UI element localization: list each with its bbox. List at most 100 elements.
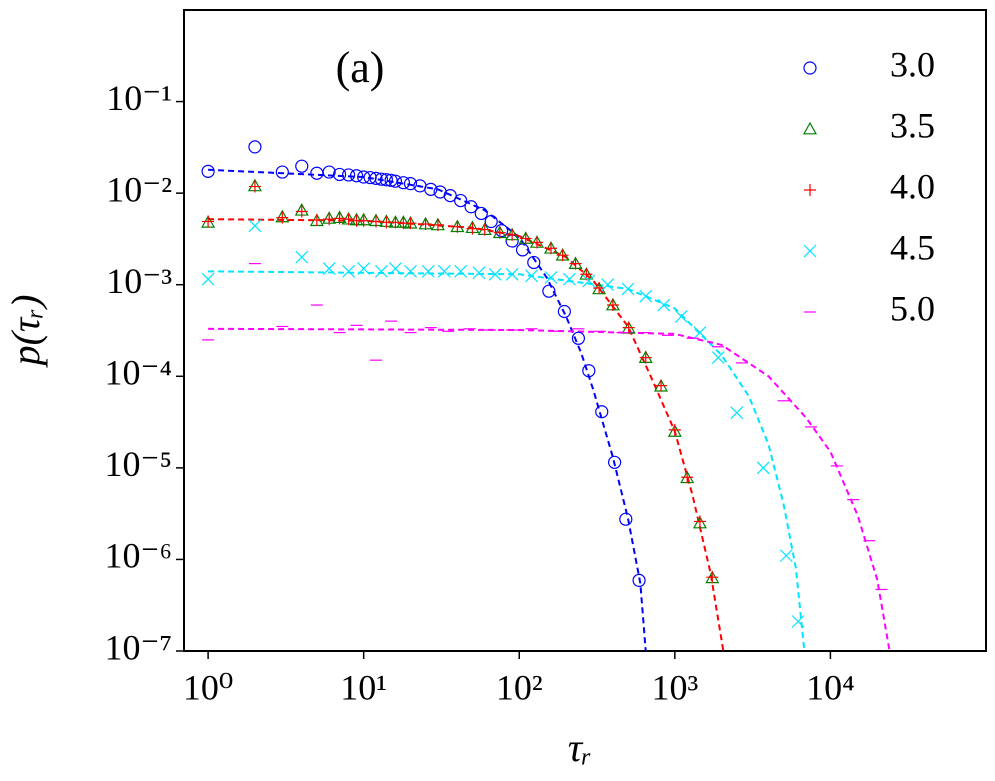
marker — [295, 159, 309, 173]
x-tick-label: 10⁰ — [183, 667, 233, 707]
marker — [756, 461, 770, 475]
marker — [478, 223, 491, 236]
x-tick-label: 10² — [496, 667, 543, 707]
marker — [451, 220, 464, 233]
marker — [515, 243, 530, 257]
marker — [403, 177, 418, 191]
y-tick-label: 10⁻⁶ — [104, 536, 172, 576]
marker — [454, 193, 468, 208]
marker — [779, 549, 793, 563]
fit-line — [208, 218, 725, 651]
marker — [454, 264, 468, 278]
marker — [693, 515, 706, 528]
marker — [557, 304, 571, 319]
marker — [404, 264, 417, 278]
marker — [619, 512, 633, 526]
x-tick-label: 10³ — [651, 667, 698, 707]
y-tick-label: 10⁻⁵ — [104, 444, 172, 484]
marker — [437, 264, 451, 278]
marker — [667, 424, 682, 437]
marker — [374, 264, 388, 278]
marker — [593, 282, 606, 295]
marker — [582, 364, 596, 378]
marker — [607, 455, 622, 469]
marker — [310, 213, 323, 226]
marker — [495, 223, 509, 238]
marker — [674, 310, 688, 323]
marker — [342, 213, 355, 226]
marker — [342, 168, 356, 182]
marker — [657, 298, 671, 312]
marker — [419, 218, 432, 231]
marker — [711, 351, 725, 365]
marker — [357, 214, 370, 227]
y-tick-label: 10⁻⁴ — [104, 353, 172, 393]
x-tick-label: 10⁴ — [806, 667, 855, 707]
marker — [379, 173, 394, 187]
marker — [506, 228, 519, 241]
marker — [295, 205, 308, 218]
marker — [466, 222, 479, 235]
marker — [374, 172, 389, 186]
marker — [562, 272, 576, 286]
y-tick-label: 10⁻³ — [106, 261, 172, 301]
marker — [248, 180, 261, 193]
marker — [424, 182, 438, 196]
legend-label: 4.5 — [890, 227, 935, 267]
marker — [606, 299, 619, 312]
legend-label: 5.0 — [890, 288, 935, 328]
marker — [369, 171, 383, 185]
marker — [655, 379, 668, 392]
fit-line — [208, 327, 891, 651]
x-axis-label: τᵣ — [568, 725, 592, 770]
legend-marker — [804, 184, 816, 196]
annotation: (a) — [336, 43, 385, 92]
marker — [692, 515, 707, 529]
marker — [323, 213, 336, 226]
marker — [349, 169, 364, 183]
marker — [389, 262, 402, 276]
marker — [488, 267, 502, 281]
marker — [357, 262, 371, 276]
marker — [693, 326, 707, 340]
marker — [639, 351, 652, 364]
marker — [791, 615, 805, 628]
plot-frame — [183, 9, 987, 652]
marker — [730, 406, 744, 420]
legend-label: 3.5 — [890, 105, 935, 145]
marker — [621, 282, 635, 296]
y-tick-label: 10⁻⁷ — [104, 627, 172, 667]
marker — [472, 266, 486, 280]
legend-label: 4.0 — [890, 166, 935, 206]
legend-marker — [803, 61, 817, 75]
marker — [545, 242, 558, 255]
marker — [601, 278, 615, 292]
marker — [632, 573, 646, 588]
plot-area — [201, 140, 891, 651]
fit-line — [208, 168, 647, 651]
marker — [322, 165, 336, 179]
legend-marker — [802, 121, 818, 135]
marker — [544, 271, 558, 284]
marker — [622, 321, 635, 334]
marker — [322, 262, 336, 276]
marker — [668, 423, 681, 436]
y-axis-label: p(τᵣ) — [3, 295, 48, 369]
marker — [342, 264, 356, 278]
marker — [369, 215, 382, 228]
marker — [310, 166, 324, 180]
marker — [493, 226, 506, 239]
marker — [248, 219, 262, 233]
marker — [464, 200, 478, 214]
marker — [595, 405, 609, 419]
marker — [384, 173, 398, 187]
marker — [582, 274, 596, 288]
marker — [248, 140, 262, 154]
marker — [389, 216, 402, 229]
marker — [404, 217, 417, 230]
marker — [505, 267, 519, 281]
marker — [484, 214, 498, 229]
marker — [201, 164, 215, 178]
marker — [295, 250, 309, 264]
